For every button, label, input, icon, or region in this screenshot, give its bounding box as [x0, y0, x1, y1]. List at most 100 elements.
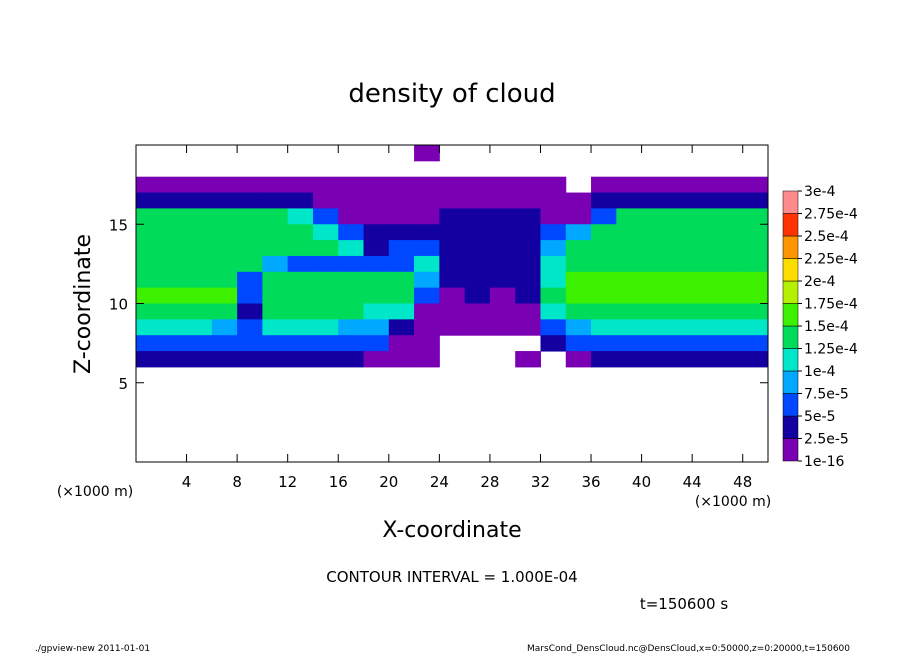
cell — [717, 271, 744, 289]
cell — [262, 208, 289, 225]
cell — [540, 335, 567, 352]
cell — [641, 224, 668, 241]
cell — [414, 335, 440, 352]
cell — [742, 224, 769, 241]
cell — [692, 271, 718, 289]
cell — [363, 255, 390, 273]
footer-right: MarsCond_DensCloud.nc@DensCloud,x=0:5000… — [527, 644, 850, 654]
cell — [616, 192, 643, 209]
cell — [464, 287, 491, 304]
cell — [742, 192, 769, 209]
cell — [641, 208, 668, 225]
cell — [287, 255, 314, 273]
cell — [211, 255, 238, 273]
cell — [136, 224, 162, 241]
cell — [186, 255, 213, 273]
cell — [666, 271, 693, 289]
colorbar-label: 1.75e-4 — [804, 297, 858, 313]
colorbar-label: 1.5e-4 — [804, 319, 849, 335]
cell — [439, 176, 466, 194]
cell — [136, 303, 162, 320]
cell — [312, 208, 339, 225]
cell — [641, 176, 668, 194]
cell — [388, 192, 415, 209]
cell — [161, 335, 188, 352]
cell — [616, 271, 643, 289]
cell — [717, 192, 744, 209]
cell — [388, 287, 415, 304]
cell — [464, 303, 491, 320]
colorbar-label: 1e-16 — [804, 454, 844, 470]
cell — [136, 255, 162, 273]
cell — [489, 224, 516, 241]
cell — [237, 271, 263, 289]
colorbar-label: 2.25e-4 — [804, 252, 858, 268]
cell — [439, 208, 466, 225]
cell — [591, 287, 617, 304]
cell — [312, 271, 339, 289]
cell — [641, 192, 668, 209]
cell — [186, 335, 213, 352]
chart-title: density of cloud — [348, 79, 555, 109]
cell — [692, 176, 718, 194]
cell — [666, 208, 693, 225]
cell — [742, 335, 769, 352]
cell — [565, 271, 592, 289]
cell — [717, 335, 744, 352]
cell — [692, 287, 718, 304]
cell — [312, 255, 339, 273]
cell — [211, 240, 238, 257]
cell — [363, 351, 390, 368]
cell — [161, 351, 188, 368]
cell — [211, 303, 238, 320]
cell — [717, 224, 744, 241]
cell — [186, 319, 213, 336]
cell — [616, 303, 643, 320]
cell — [136, 208, 162, 225]
cell — [161, 192, 188, 209]
colorbar-swatch — [782, 190, 799, 214]
cell — [237, 208, 263, 225]
cell — [515, 208, 541, 225]
cell — [565, 319, 592, 336]
cell — [591, 224, 617, 241]
cell — [464, 255, 491, 273]
cell — [641, 303, 668, 320]
cell — [161, 287, 188, 304]
cell — [287, 240, 314, 257]
cell — [312, 303, 339, 320]
cell — [591, 303, 617, 320]
cell — [161, 303, 188, 320]
cell — [136, 240, 162, 257]
cell — [439, 271, 466, 289]
cell — [237, 303, 263, 320]
cell — [616, 351, 643, 368]
cell — [136, 319, 162, 336]
cell — [237, 192, 263, 209]
cell — [312, 319, 339, 336]
cell — [414, 176, 440, 194]
cell — [717, 287, 744, 304]
cell — [363, 176, 390, 194]
cell — [237, 240, 263, 257]
cell — [692, 303, 718, 320]
cell — [591, 192, 617, 209]
cell — [666, 224, 693, 241]
cell — [186, 192, 213, 209]
cell — [161, 240, 188, 257]
cell — [515, 271, 541, 289]
x-tick-label: 16 — [329, 473, 348, 491]
cell — [237, 176, 263, 194]
cell — [388, 176, 415, 194]
cell — [414, 319, 440, 336]
cell — [262, 319, 289, 336]
cell — [414, 351, 440, 368]
x-tick-label: 28 — [480, 473, 499, 491]
cell — [540, 319, 567, 336]
cell — [363, 240, 390, 257]
cell — [565, 240, 592, 257]
cell — [211, 319, 238, 336]
y-axis-label: Z-coordinate — [71, 234, 96, 374]
cell — [742, 271, 769, 289]
